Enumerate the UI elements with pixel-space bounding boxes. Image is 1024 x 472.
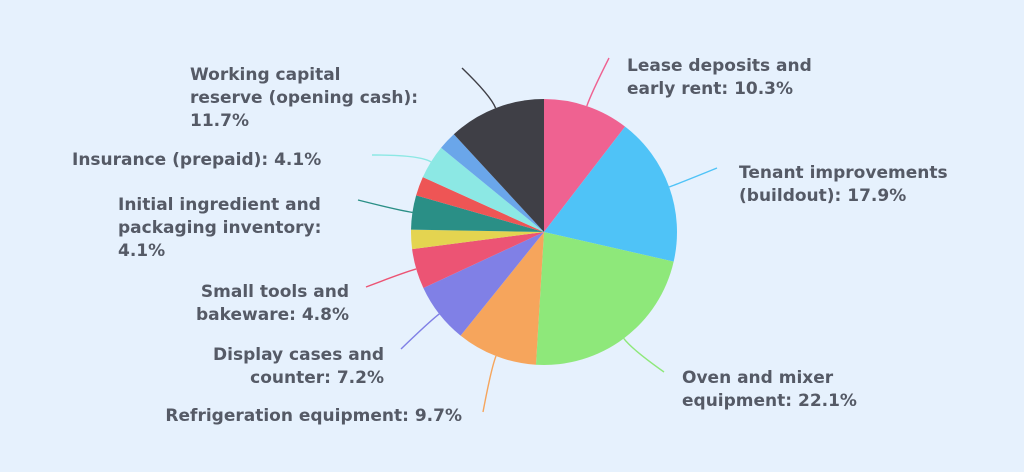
slice-label-line: Working capital	[190, 65, 341, 85]
pie-slice	[410, 229, 544, 250]
leaders-layer	[357, 57, 718, 413]
leader-line	[400, 313, 440, 350]
slice-label-line: Display cases and	[213, 345, 384, 365]
leader-line	[365, 268, 417, 288]
slice-label-line: Initial ingredient and	[118, 195, 321, 215]
leader-line	[668, 167, 718, 188]
slice-label-line: equipment: 22.1%	[682, 391, 857, 411]
slice-label: Small tools and bakeware: 4.8%	[196, 282, 349, 325]
slice-label-line: 11.7%	[190, 111, 249, 131]
slice-label-line: Insurance (prepaid): 4.1%	[72, 150, 321, 170]
pie-slice	[411, 195, 544, 232]
pie-slice	[453, 99, 544, 232]
pie-slice	[412, 232, 544, 288]
slice-label-line: early rent: 10.3%	[627, 79, 793, 99]
slice-label: Oven and mixer equipment: 22.1%	[682, 368, 857, 411]
pie-slice	[544, 126, 678, 262]
slice-label-line: counter: 7.2%	[250, 368, 384, 388]
slice-label: Initial ingredient and packaging inventor…	[118, 195, 321, 261]
slice-label-line: (buildout): 17.9%	[739, 186, 906, 206]
pie-slice	[535, 232, 674, 365]
slices-layer	[410, 99, 678, 365]
slice-label: Lease deposits and early rent: 10.3%	[627, 56, 812, 99]
slice-label: Display cases and counter: 7.2%	[213, 345, 384, 388]
slice-label-line: packaging inventory:	[118, 218, 321, 238]
pie-slice	[441, 134, 544, 232]
slice-label-line: Refrigeration equipment: 9.7%	[165, 406, 462, 426]
slice-label-line: Oven and mixer	[682, 368, 834, 388]
leader-line	[482, 355, 497, 413]
slice-label-line: reserve (opening cash):	[190, 88, 418, 108]
leader-line	[586, 57, 610, 107]
slice-label-line: Tenant improvements	[739, 163, 948, 183]
leader-line	[371, 154, 432, 163]
slice-label: Working capital reserve (opening cash): 11…	[190, 65, 418, 131]
slice-label-line: bakeware: 4.8%	[196, 305, 349, 325]
pie-slice	[460, 232, 544, 365]
leader-line	[461, 67, 497, 109]
pie-slice	[423, 232, 544, 336]
labels-layer: Lease deposits and early rent: 10.3% Tenan…	[72, 56, 948, 426]
pie-slice	[416, 177, 544, 232]
slice-label-line: Small tools and	[201, 282, 349, 302]
leader-line	[357, 199, 413, 214]
pie-slice	[544, 99, 626, 232]
slice-label: Tenant improvements (buildout): 17.9%	[739, 163, 948, 206]
slice-label: Insurance (prepaid): 4.1%	[72, 150, 321, 170]
slice-label-line: 4.1%	[118, 241, 165, 261]
pie-slice	[422, 147, 544, 232]
slice-label-line: Lease deposits and	[627, 56, 812, 76]
slice-label: Refrigeration equipment: 9.7%	[165, 406, 462, 426]
leader-line	[623, 338, 665, 373]
